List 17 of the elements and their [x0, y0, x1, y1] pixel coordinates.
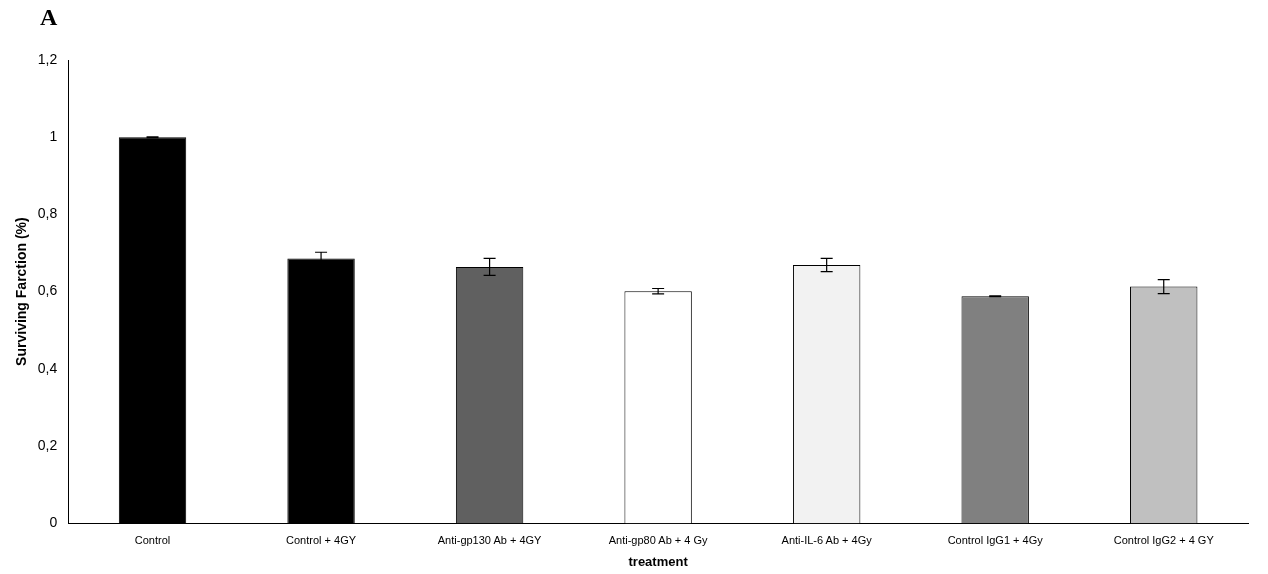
- x-tick-label: Control IgG2 + 4 GY: [1113, 533, 1215, 546]
- y-tick-label: 0,4: [37, 359, 58, 376]
- x-tick-label: Control + 4GY: [286, 533, 357, 546]
- y-axis-title: Surviving Farction (%): [13, 217, 30, 366]
- y-tick-label: 0,6: [37, 282, 58, 299]
- y-tick-label: 1,2: [37, 50, 58, 67]
- x-tick-label: Control: [134, 533, 171, 546]
- text: A: [40, 4, 58, 31]
- y-tick-label: 0,2: [37, 436, 58, 453]
- x-tick-label: Anti-IL-6 Ab + 4Gy: [781, 533, 873, 546]
- x-tick-label: Anti-gp80 Ab + 4 Gy: [608, 533, 709, 546]
- x-axis-title: treatment: [628, 553, 689, 569]
- y-tick-label: 1: [49, 128, 58, 145]
- y-tick-label: 0,8: [37, 205, 58, 222]
- x-tick-label: Control IgG1 + 4Gy: [947, 533, 1044, 546]
- x-tick-label: Anti-gp130 Ab + 4GY: [437, 533, 543, 546]
- y-tick-label: 0: [49, 514, 58, 531]
